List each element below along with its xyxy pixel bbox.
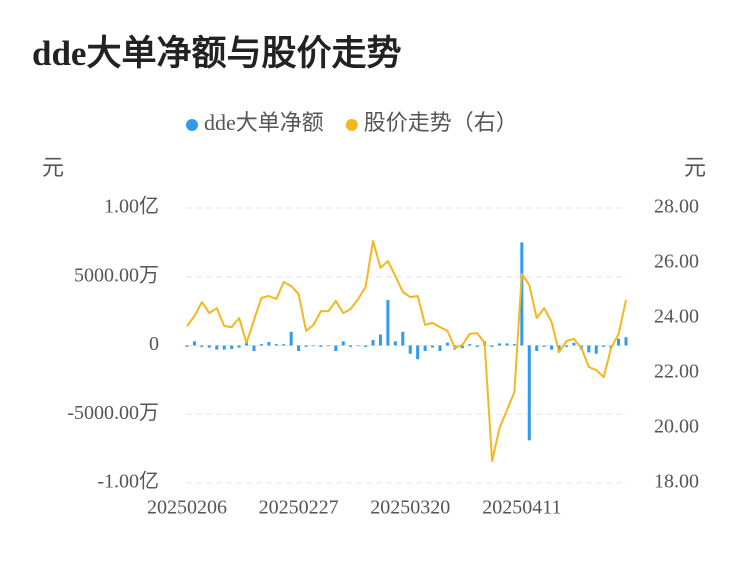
bar [319, 345, 323, 347]
bar [512, 344, 516, 346]
bar [215, 345, 219, 350]
bar [564, 345, 568, 347]
bar [386, 300, 390, 346]
bar [267, 342, 271, 346]
legend-label: dde大单净额 [204, 110, 324, 135]
bar [289, 331, 293, 346]
bar [468, 344, 472, 346]
bar [505, 343, 509, 346]
y2-tick-label: 28.00 [654, 196, 699, 218]
bar [364, 345, 368, 347]
bar [311, 345, 315, 347]
bar [617, 338, 621, 346]
bar [527, 345, 531, 441]
legend-marker [186, 119, 198, 131]
y-tick-label: -5000.00万 [67, 402, 159, 424]
price-line [186, 240, 627, 462]
bar [438, 345, 442, 351]
bar [460, 345, 464, 349]
bar [356, 345, 360, 347]
bar [475, 345, 479, 347]
y-tick-label: 5000.00万 [74, 264, 159, 286]
bar [535, 345, 539, 351]
y2-axis-title: 元 [684, 155, 706, 180]
bar [200, 345, 204, 347]
legend-label: 股价走势（右） [364, 110, 518, 135]
x-tick-label: 20250227 [259, 497, 339, 519]
bar [594, 345, 598, 354]
bar [304, 345, 308, 347]
bar [326, 345, 330, 347]
bar [297, 345, 301, 351]
bar [624, 337, 628, 346]
bar [349, 345, 353, 347]
bar [378, 334, 382, 346]
y2-tick-label: 26.00 [654, 251, 699, 273]
bar [252, 345, 256, 351]
bar [572, 342, 576, 346]
bar [192, 341, 196, 346]
y2-tick-label: 22.00 [654, 361, 699, 383]
bar [408, 345, 412, 354]
bar [498, 343, 502, 346]
bar [393, 341, 397, 346]
y-tick-label: 0 [149, 333, 159, 355]
y2-tick-label: 18.00 [654, 471, 699, 493]
bar [550, 345, 554, 350]
bar [431, 345, 435, 348]
y-tick-label: -1.00亿 [97, 470, 159, 493]
x-tick-label: 20250320 [370, 497, 450, 519]
bar [520, 242, 524, 346]
y-tick-label: 1.00亿 [104, 195, 159, 218]
bar [587, 345, 591, 353]
bar [602, 345, 606, 347]
bar [259, 344, 263, 346]
x-tick-label: 20250206 [147, 497, 227, 519]
bar [371, 340, 375, 346]
bar [401, 331, 405, 346]
y2-tick-label: 24.00 [654, 306, 699, 328]
x-tick-label: 20250411 [482, 497, 561, 519]
bar [490, 345, 494, 347]
legend-marker [345, 119, 358, 131]
bar [341, 341, 345, 346]
bar [237, 345, 241, 348]
bar [334, 345, 338, 351]
bar [282, 344, 286, 346]
y-axis-title: 元 [42, 155, 64, 180]
bar [207, 345, 211, 348]
bar [185, 345, 189, 347]
bar [423, 345, 427, 351]
chart-title: dde大单净额与股价走势 [32, 34, 401, 73]
y2-tick-label: 20.00 [654, 416, 699, 438]
bar [222, 345, 226, 350]
bar [274, 344, 278, 346]
bar [542, 345, 546, 347]
bar [230, 345, 234, 349]
bar [445, 342, 449, 346]
bar [416, 345, 420, 360]
